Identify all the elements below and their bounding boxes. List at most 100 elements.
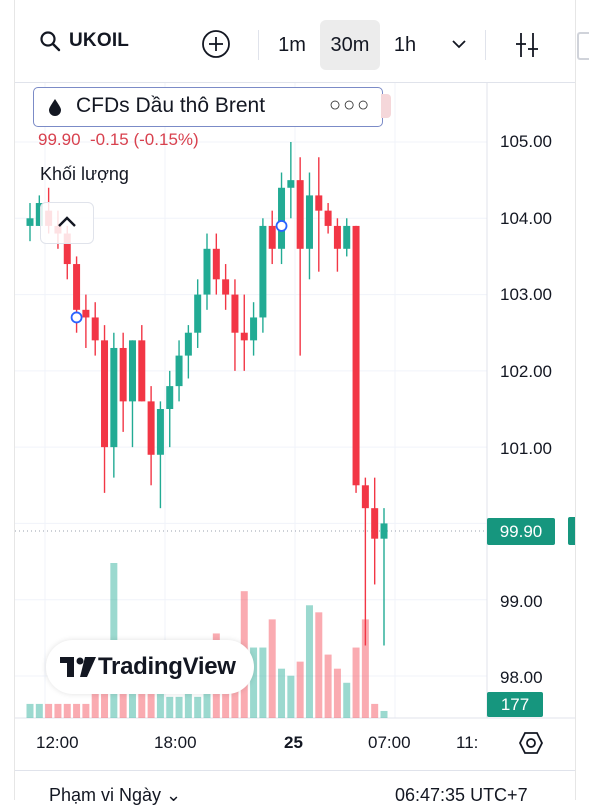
candle-body bbox=[371, 508, 379, 539]
candle-body bbox=[63, 233, 71, 265]
time-axis-tick: 12:00 bbox=[36, 733, 79, 752]
more-tools-icon[interactable] bbox=[577, 32, 589, 60]
candle-body bbox=[352, 225, 360, 486]
candle-body bbox=[268, 225, 276, 249]
chart-marker bbox=[70, 311, 83, 324]
left-frame bbox=[14, 0, 15, 800]
volume-bar bbox=[91, 675, 99, 718]
price-axis-tick: 103.00 bbox=[500, 285, 552, 304]
interval-1m[interactable]: 1m bbox=[278, 34, 306, 56]
chart-marker bbox=[275, 220, 288, 232]
settings-icon[interactable] bbox=[518, 730, 544, 756]
volume-bar bbox=[278, 668, 286, 718]
candle-body bbox=[315, 195, 323, 211]
candle-body bbox=[73, 264, 81, 310]
top-toolbar: UKOIL 1m 30m 1h bbox=[15, 0, 589, 83]
volume-bar bbox=[166, 696, 174, 718]
volume-bar bbox=[296, 661, 304, 718]
oil-drop-icon bbox=[49, 99, 61, 116]
time-axis-tick: 25 bbox=[284, 733, 303, 752]
indicators-icon[interactable] bbox=[513, 30, 541, 60]
candle-body bbox=[91, 317, 99, 341]
volume-label: Khối lượng bbox=[40, 164, 129, 184]
interval-1h[interactable]: 1h bbox=[393, 34, 417, 56]
price-axis-tick: 102.00 bbox=[500, 362, 552, 381]
volume-bar bbox=[128, 689, 136, 718]
candle-body bbox=[250, 317, 258, 341]
candle-body bbox=[361, 485, 369, 509]
legend-more-button[interactable]: ○○○ bbox=[329, 94, 372, 116]
legend-tail bbox=[381, 94, 391, 118]
date-range-label: Phạm vi Ngày bbox=[49, 785, 162, 805]
add-symbol-icon[interactable] bbox=[201, 29, 231, 59]
volume-bar bbox=[73, 703, 81, 718]
price-axis-tick: 99.00 bbox=[500, 592, 543, 611]
candle-body bbox=[231, 294, 239, 333]
candle-body bbox=[203, 248, 211, 295]
chevron-down-icon[interactable] bbox=[451, 38, 467, 50]
volume-bar bbox=[315, 612, 323, 718]
candle-body bbox=[184, 332, 192, 356]
candle-body bbox=[194, 294, 202, 333]
date-range-dropdown[interactable]: Phạm vi Ngày ⌄ bbox=[49, 785, 182, 805]
candle-body bbox=[101, 340, 109, 448]
candle-body bbox=[212, 248, 220, 280]
candle-body bbox=[128, 340, 136, 402]
candle-body bbox=[287, 180, 295, 188]
interval-30m[interactable]: 30m bbox=[320, 20, 380, 70]
volume-bar bbox=[380, 710, 388, 718]
volume-bar bbox=[222, 682, 230, 718]
candle-body bbox=[156, 409, 164, 455]
legend-title: CFDs Dầu thô Brent bbox=[76, 94, 266, 117]
time-axis-tick: 07:00 bbox=[368, 733, 411, 752]
volume-bar bbox=[324, 654, 332, 718]
time-axis-tick: 18:00 bbox=[154, 733, 197, 752]
volume-bar bbox=[26, 703, 34, 718]
candle-body bbox=[166, 386, 174, 409]
volume-bar bbox=[343, 682, 351, 718]
candle-body bbox=[380, 523, 388, 539]
volume-bar bbox=[147, 689, 155, 718]
volume-bar bbox=[231, 689, 239, 718]
volume-bar bbox=[194, 696, 202, 718]
time-axis-tick: 11: bbox=[456, 733, 479, 752]
price-axis-tick: 104.00 bbox=[500, 209, 552, 228]
time-axis[interactable]: 12:00 18:00 25 07:00 11: bbox=[15, 720, 575, 770]
candle-body bbox=[333, 225, 341, 249]
volume-bar bbox=[287, 675, 295, 718]
symbol-search-button[interactable]: UKOIL bbox=[39, 30, 129, 52]
bottom-bar: Phạm vi Ngày ⌄ 06:47:35 UTC+7 bbox=[15, 770, 575, 805]
collapse-legend-button[interactable] bbox=[40, 202, 94, 244]
chevron-up-icon bbox=[58, 216, 76, 227]
candle-body bbox=[119, 347, 127, 402]
volume-bar bbox=[333, 668, 341, 718]
candle-body bbox=[343, 225, 351, 249]
candle-body bbox=[26, 218, 34, 226]
volume-bar bbox=[63, 703, 71, 718]
candle-body bbox=[82, 309, 90, 318]
legend-price-change: 99.90 -0.15 (-0.15%) bbox=[38, 130, 199, 150]
volume-bar bbox=[82, 703, 90, 718]
tradingview-wordmark: TradingView bbox=[98, 653, 236, 680]
candle-body bbox=[278, 187, 286, 249]
symbol-legend[interactable]: CFDs Dầu thô Brent ○○○ bbox=[33, 87, 383, 127]
clock-timezone[interactable]: 06:47:35 UTC+7 bbox=[395, 785, 528, 805]
volume-bar bbox=[45, 703, 53, 718]
volume-bar bbox=[156, 689, 164, 718]
candle-body bbox=[240, 332, 248, 341]
toolbar-divider bbox=[485, 30, 486, 60]
symbol-name: UKOIL bbox=[69, 30, 130, 51]
volume-bar bbox=[203, 689, 211, 718]
volume-bar bbox=[54, 703, 62, 718]
candle-body bbox=[147, 401, 155, 455]
legend-change-pct: (-0.15%) bbox=[133, 130, 199, 149]
candle-body bbox=[296, 180, 304, 249]
volume-bar bbox=[268, 619, 276, 718]
volume-bar bbox=[371, 703, 379, 718]
volume-bar bbox=[119, 675, 127, 718]
tradingview-logo[interactable]: TradingView bbox=[46, 640, 254, 694]
candle-body bbox=[138, 340, 146, 402]
candle-body bbox=[35, 203, 43, 226]
price-axis-tick: 101.00 bbox=[500, 439, 552, 458]
volume-bar bbox=[259, 647, 267, 718]
